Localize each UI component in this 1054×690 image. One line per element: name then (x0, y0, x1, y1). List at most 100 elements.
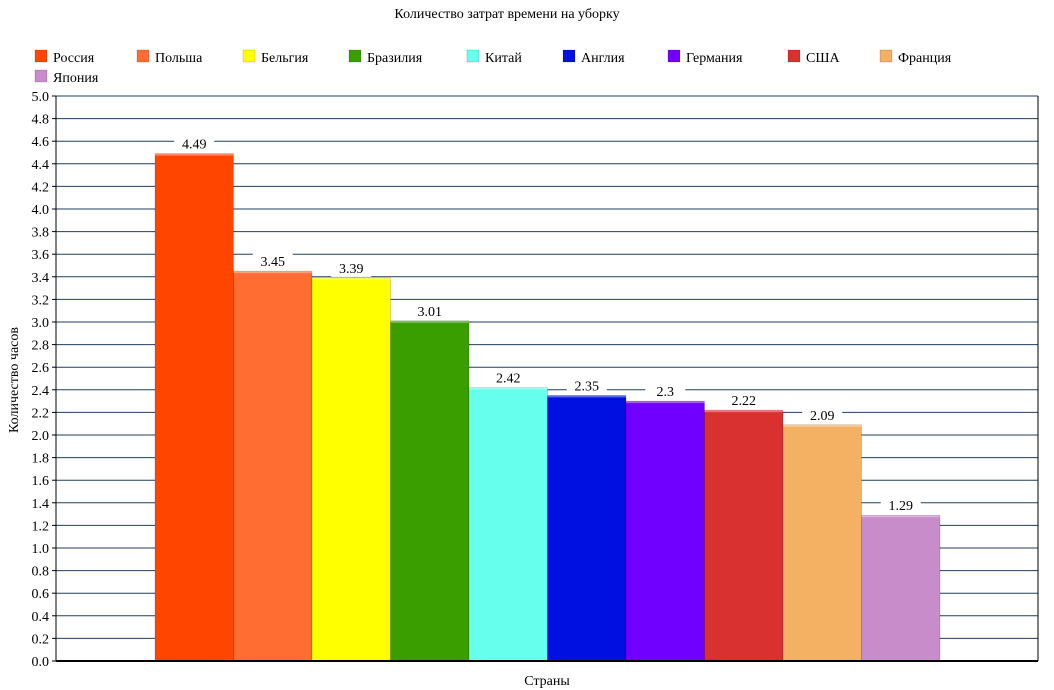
y-tick-label: 2.4 (32, 384, 50, 399)
y-tick-label: 0.8 (32, 565, 50, 580)
y-tick-label: 4.2 (32, 180, 50, 195)
data-label: 2.3 (657, 385, 675, 400)
data-label-bg (488, 368, 529, 387)
bar-3 (311, 277, 391, 662)
legend-item-6: Англия (562, 49, 625, 66)
y-tick-label: 0.4 (32, 610, 50, 625)
bars (154, 153, 941, 662)
legend-item-1: Россия (34, 49, 95, 66)
data-label-bg (174, 134, 215, 153)
y-tick-label: 0.0 (32, 655, 50, 670)
legend-label: Франция (898, 51, 952, 66)
bar-7 (625, 400, 705, 662)
data-label-bg (723, 391, 764, 410)
y-tick-label: 1.0 (32, 542, 50, 557)
bar-4 (390, 320, 470, 662)
bar-highlight (547, 395, 626, 398)
data-label: 2.09 (810, 409, 835, 424)
y-tick-label: 0.2 (32, 632, 50, 647)
legend-swatch (136, 49, 150, 63)
legend-swatch (348, 49, 362, 63)
legend-label: Англия (581, 51, 625, 66)
legend: Россия Польша Бельгия Бразилия Китай Англия Ге… (34, 49, 952, 86)
bar-highlight (469, 387, 548, 390)
data-label: 4.49 (182, 138, 207, 153)
legend-label: Япония (53, 71, 99, 86)
data-label-bg (802, 405, 843, 424)
bar-1 (154, 153, 234, 662)
data-label: 2.35 (575, 379, 600, 394)
bar-10 (861, 514, 941, 662)
y-tick-label: 4.8 (32, 113, 50, 128)
legend-swatch (667, 49, 681, 63)
y-tick-label: 5.0 (32, 90, 50, 105)
bar-5 (468, 387, 548, 662)
chart-title: Количество затрат времени на уборку (394, 7, 619, 22)
legend-swatch (562, 49, 576, 63)
y-axis-label: Количество часов (7, 327, 22, 433)
y-tick-label: 3.2 (32, 293, 50, 308)
data-label: 2.22 (732, 394, 757, 409)
bar-highlight (704, 410, 783, 413)
y-tick-label: 2.8 (32, 339, 50, 354)
legend-label: Польша (155, 51, 203, 66)
legend-swatch (34, 69, 48, 83)
bar-2 (233, 270, 313, 662)
data-label: 1.29 (889, 499, 914, 514)
y-tick-label: 2.6 (32, 361, 50, 376)
y-tick-label: 3.4 (32, 271, 50, 286)
bar-highlight (626, 401, 705, 404)
data-label: 3.01 (418, 305, 443, 320)
legend-label: Германия (686, 51, 743, 66)
y-tick-labels: 0.0 0.2 0.4 0.6 0.8 1.0 1.2 1.4 1.6 1.8 2.0 2.2 2.4 2… (32, 90, 50, 670)
legend-swatch (879, 49, 893, 63)
bar-highlight (312, 277, 391, 280)
legend-label: Бразилия (367, 51, 423, 66)
y-tick-label: 3.0 (32, 316, 50, 331)
y-tick-label: 1.4 (32, 497, 50, 512)
bar-highlight (390, 320, 469, 323)
data-label-bg (566, 376, 607, 395)
data-label-bg (645, 382, 686, 401)
legend-label: США (806, 51, 840, 66)
bar-8 (704, 409, 784, 662)
data-label: 3.39 (339, 262, 364, 277)
legend-item-8: США (787, 49, 840, 66)
y-tick-label: 4.0 (32, 203, 50, 218)
legend-label: Китай (485, 51, 522, 66)
y-tick-label: 2.2 (32, 406, 50, 421)
data-label-bg (252, 252, 293, 271)
bar-9 (782, 424, 862, 662)
y-tick-label: 1.8 (32, 452, 50, 467)
legend-item-4: Бразилия (348, 49, 423, 66)
data-label-bg (409, 301, 450, 320)
y-tick-label: 3.8 (32, 226, 50, 241)
legend-item-5: Китай (466, 49, 522, 66)
legend-item-10: Япония (34, 69, 99, 86)
bar-highlight (233, 271, 312, 274)
y-tick-label: 4.4 (32, 158, 50, 173)
legend-item-9: Франция (879, 49, 952, 66)
data-labels: 4.49 3.45 3.39 3.01 2.42 2.35 2.3 2.22 2.09 1.29 (174, 134, 921, 515)
bar-highlight (155, 153, 234, 156)
y-tick-label: 1.6 (32, 474, 50, 489)
legend-swatch (787, 49, 801, 63)
legend-swatch (34, 49, 48, 63)
legend-item-3: Бельгия (242, 49, 309, 66)
legend-item-2: Польша (136, 49, 203, 66)
legend-label: Россия (53, 51, 95, 66)
y-tick-label: 1.2 (32, 519, 50, 534)
y-tick-label: 3.6 (32, 248, 50, 263)
bar-highlight (783, 424, 862, 427)
data-label: 2.42 (496, 372, 521, 387)
y-tick-label: 4.6 (32, 135, 50, 150)
data-label: 3.45 (261, 255, 286, 270)
legend-swatch (242, 49, 256, 63)
legend-label: Бельгия (261, 51, 309, 66)
y-tick-label: 0.6 (32, 587, 50, 602)
bar-6 (547, 395, 627, 662)
y-tick-label: 2.0 (32, 429, 50, 444)
data-label-bg (331, 258, 372, 277)
bar-highlight (861, 515, 940, 518)
